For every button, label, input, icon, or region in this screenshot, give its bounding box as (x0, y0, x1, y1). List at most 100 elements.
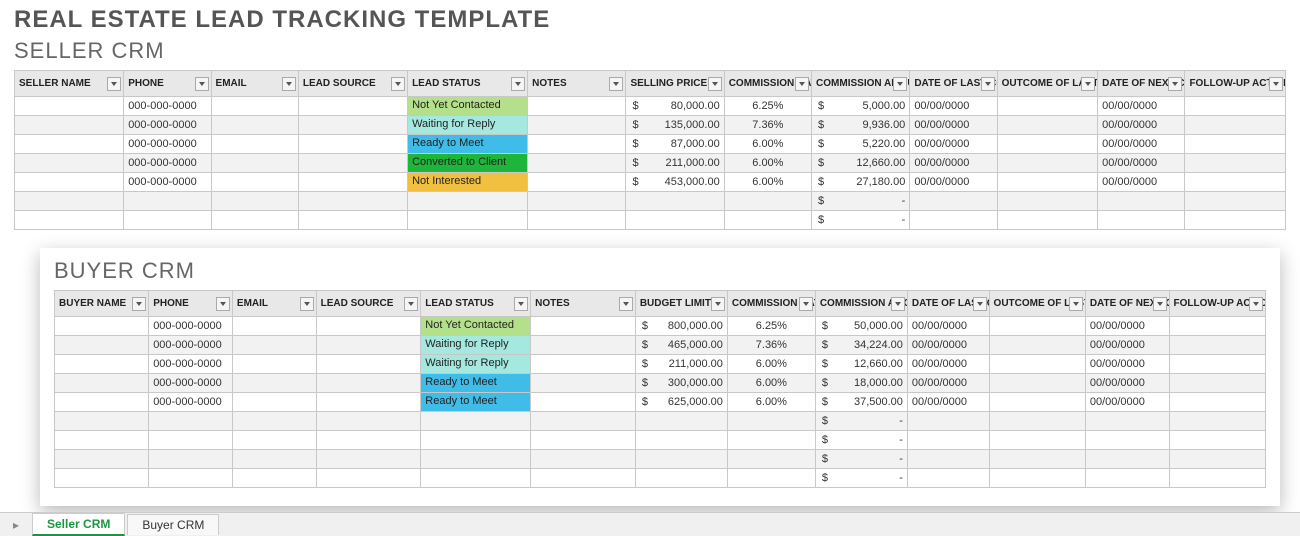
cell-lead_source[interactable] (298, 173, 407, 192)
cell-phone[interactable]: 000-000-0000 (149, 393, 233, 412)
cell-lead_status[interactable]: Ready to Meet (421, 374, 531, 393)
cell-last_contact[interactable]: 00/00/0000 (907, 355, 989, 374)
cell-email[interactable] (232, 431, 316, 450)
filter-phone-icon[interactable] (195, 77, 209, 91)
filter-amount-icon[interactable] (891, 297, 905, 311)
cell-selling_price[interactable]: $87,000.00 (626, 135, 724, 154)
cell-amount[interactable]: $27,180.00 (812, 173, 910, 192)
cell-name[interactable] (55, 469, 149, 488)
cell-name[interactable] (55, 450, 149, 469)
table-row[interactable]: 000-000-0000Not Interested$453,000.006.0… (15, 173, 1286, 192)
cell-last_contact[interactable]: 00/00/0000 (910, 135, 997, 154)
cell-rate[interactable] (727, 412, 815, 431)
cell-next_contact[interactable] (1085, 431, 1169, 450)
cell-email[interactable] (232, 450, 316, 469)
cell-outcome[interactable] (989, 412, 1085, 431)
cell-rate[interactable]: 6.00% (724, 154, 811, 173)
filter-lead_status-icon[interactable] (511, 77, 525, 91)
cell-name[interactable] (55, 317, 149, 336)
cell-followup[interactable] (1185, 97, 1286, 116)
cell-lead_status[interactable] (408, 211, 528, 230)
filter-followup-icon[interactable] (1269, 77, 1283, 91)
cell-email[interactable] (232, 393, 316, 412)
cell-outcome[interactable] (997, 116, 1097, 135)
cell-phone[interactable]: 000-000-0000 (124, 154, 211, 173)
cell-notes[interactable] (528, 173, 626, 192)
cell-email[interactable] (211, 211, 298, 230)
cell-budget[interactable]: $465,000.00 (635, 336, 727, 355)
cell-outcome[interactable] (989, 450, 1085, 469)
cell-followup[interactable] (1185, 116, 1286, 135)
cell-next_contact[interactable] (1085, 469, 1169, 488)
cell-outcome[interactable] (989, 317, 1085, 336)
table-row[interactable]: 000-000-0000Converted to Client$211,000.… (15, 154, 1286, 173)
cell-next_contact[interactable]: 00/00/0000 (1098, 173, 1185, 192)
cell-notes[interactable] (531, 412, 636, 431)
cell-email[interactable] (232, 336, 316, 355)
table-row[interactable]: 000-000-0000Waiting for Reply$211,000.00… (55, 355, 1266, 374)
cell-rate[interactable]: 7.36% (724, 116, 811, 135)
cell-lead_source[interactable] (316, 393, 421, 412)
cell-rate[interactable]: 6.00% (727, 374, 815, 393)
cell-amount[interactable]: $- (812, 211, 910, 230)
cell-followup[interactable] (1169, 469, 1265, 488)
cell-phone[interactable]: 000-000-0000 (124, 97, 211, 116)
cell-followup[interactable] (1169, 393, 1265, 412)
cell-selling_price[interactable] (626, 211, 724, 230)
cell-amount[interactable]: $9,936.00 (812, 116, 910, 135)
cell-next_contact[interactable]: 00/00/0000 (1085, 374, 1169, 393)
cell-rate[interactable]: 6.00% (727, 393, 815, 412)
cell-lead_source[interactable] (316, 469, 421, 488)
cell-phone[interactable]: 000-000-0000 (149, 374, 233, 393)
filter-outcome-icon[interactable] (1081, 77, 1095, 91)
filter-rate-icon[interactable] (795, 77, 809, 91)
filter-next_contact-icon[interactable] (1153, 297, 1167, 311)
cell-last_contact[interactable]: 00/00/0000 (907, 317, 989, 336)
cell-next_contact[interactable] (1085, 450, 1169, 469)
cell-rate[interactable]: 6.00% (724, 173, 811, 192)
cell-phone[interactable] (149, 431, 233, 450)
cell-last_contact[interactable] (907, 412, 989, 431)
cell-notes[interactable] (531, 336, 636, 355)
cell-lead_status[interactable] (421, 431, 531, 450)
cell-lead_status[interactable] (421, 450, 531, 469)
cell-lead_source[interactable] (298, 135, 407, 154)
cell-rate[interactable]: 6.00% (724, 135, 811, 154)
cell-followup[interactable] (1185, 173, 1286, 192)
cell-amount[interactable]: $37,500.00 (815, 393, 907, 412)
cell-next_contact[interactable]: 00/00/0000 (1098, 116, 1185, 135)
cell-lead_source[interactable] (298, 211, 407, 230)
cell-phone[interactable]: 000-000-0000 (124, 116, 211, 135)
cell-email[interactable] (232, 374, 316, 393)
cell-notes[interactable] (531, 393, 636, 412)
cell-amount[interactable]: $12,660.00 (812, 154, 910, 173)
cell-lead_status[interactable]: Ready to Meet (421, 393, 531, 412)
cell-lead_source[interactable] (298, 97, 407, 116)
cell-last_contact[interactable]: 00/00/0000 (910, 173, 997, 192)
cell-lead_source[interactable] (316, 317, 421, 336)
cell-email[interactable] (232, 469, 316, 488)
cell-last_contact[interactable]: 00/00/0000 (910, 97, 997, 116)
cell-budget[interactable] (635, 469, 727, 488)
cell-outcome[interactable] (989, 355, 1085, 374)
cell-selling_price[interactable]: $135,000.00 (626, 116, 724, 135)
cell-last_contact[interactable]: 00/00/0000 (907, 374, 989, 393)
cell-amount[interactable]: $12,660.00 (815, 355, 907, 374)
cell-followup[interactable] (1185, 135, 1286, 154)
cell-name[interactable] (55, 374, 149, 393)
cell-rate[interactable]: 6.25% (724, 97, 811, 116)
cell-outcome[interactable] (997, 97, 1097, 116)
cell-next_contact[interactable]: 00/00/0000 (1085, 355, 1169, 374)
cell-notes[interactable] (531, 469, 636, 488)
cell-followup[interactable] (1169, 431, 1265, 450)
cell-rate[interactable] (724, 192, 811, 211)
cell-notes[interactable] (528, 211, 626, 230)
table-row[interactable]: $- (55, 469, 1266, 488)
cell-followup[interactable] (1169, 374, 1265, 393)
cell-notes[interactable] (528, 116, 626, 135)
cell-lead_status[interactable]: Waiting for Reply (421, 355, 531, 374)
cell-notes[interactable] (528, 192, 626, 211)
table-row[interactable]: 000-000-0000Ready to Meet$87,000.006.00%… (15, 135, 1286, 154)
cell-notes[interactable] (528, 135, 626, 154)
cell-email[interactable] (232, 317, 316, 336)
